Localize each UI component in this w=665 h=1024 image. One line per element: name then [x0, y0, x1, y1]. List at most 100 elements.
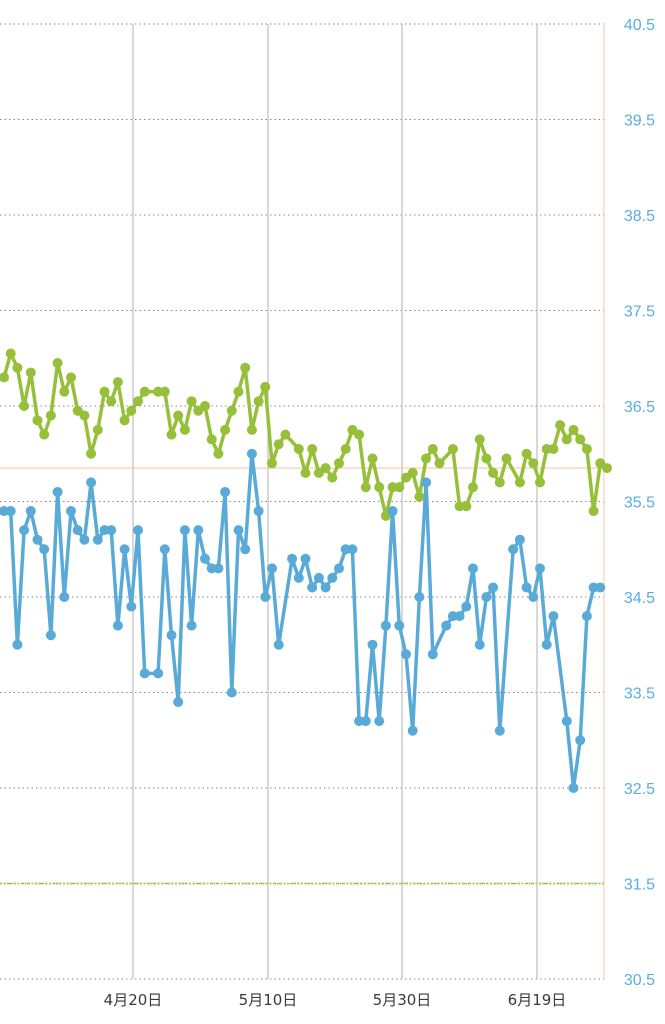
- data-point: [327, 572, 338, 583]
- data-point: [374, 716, 385, 727]
- data-point: [5, 506, 16, 517]
- data-point: [72, 525, 83, 536]
- data-point: [173, 697, 184, 708]
- data-point: [575, 434, 586, 445]
- data-point: [246, 448, 257, 459]
- data-point: [508, 544, 519, 555]
- data-point: [186, 620, 197, 631]
- data-point: [293, 443, 304, 454]
- data-point: [173, 410, 184, 421]
- data-point: [548, 611, 559, 622]
- y-tick-label: 34.5: [624, 590, 655, 607]
- x-tick-label: 6月19日: [508, 991, 567, 1009]
- y-tick-label: 33.5: [624, 686, 655, 703]
- data-point: [454, 611, 465, 622]
- vertical-gridlines: [132, 24, 538, 979]
- data-point: [186, 396, 197, 407]
- data-point: [287, 553, 298, 564]
- y-tick-label: 40.5: [624, 17, 655, 34]
- data-point: [367, 453, 378, 464]
- data-point: [92, 424, 103, 435]
- data-point: [354, 429, 365, 440]
- x-tick-label: 5月30日: [373, 991, 432, 1009]
- data-point: [66, 372, 76, 383]
- data-point: [313, 572, 324, 583]
- data-point: [267, 458, 277, 469]
- data-point: [59, 592, 70, 602]
- data-point: [0, 372, 9, 383]
- data-point: [581, 611, 592, 622]
- y-tick-label: 35.5: [624, 495, 655, 512]
- data-point: [226, 405, 237, 416]
- y-tick-label: 31.5: [624, 877, 655, 894]
- data-point: [5, 348, 16, 359]
- data-point: [25, 367, 36, 378]
- data-point: [79, 534, 90, 545]
- data-point: [59, 386, 70, 397]
- data-point: [414, 592, 425, 602]
- data-point: [494, 477, 505, 488]
- data-point: [360, 716, 371, 727]
- data-point: [300, 467, 311, 478]
- x-tick-label: 5月10日: [239, 991, 298, 1009]
- data-point: [407, 467, 418, 478]
- data-point: [133, 396, 143, 407]
- data-point: [52, 358, 63, 369]
- data-point: [45, 630, 56, 641]
- data-point: [200, 553, 210, 564]
- data-point: [52, 486, 63, 497]
- y-tick-label: 30.5: [624, 972, 655, 989]
- data-point: [394, 620, 405, 631]
- series-group: [0, 348, 612, 793]
- data-point: [501, 453, 512, 464]
- data-point: [220, 424, 231, 435]
- data-point: [561, 434, 572, 445]
- data-point: [307, 582, 318, 593]
- data-point: [394, 482, 405, 493]
- data-point: [561, 716, 572, 727]
- data-point: [401, 649, 411, 660]
- data-point: [521, 448, 532, 459]
- data-point: [427, 443, 438, 454]
- data-point: [12, 639, 23, 650]
- data-point: [421, 453, 432, 464]
- data-point: [541, 639, 552, 650]
- data-point: [66, 506, 76, 517]
- data-point: [421, 477, 432, 488]
- data-point: [25, 506, 36, 517]
- data-point: [179, 525, 190, 536]
- data-point: [200, 401, 210, 411]
- data-point: [340, 443, 351, 454]
- data-point: [39, 544, 50, 555]
- data-point: [166, 429, 177, 440]
- data-point: [267, 563, 277, 574]
- data-point: [461, 501, 472, 512]
- data-point: [535, 477, 545, 488]
- data-point: [233, 386, 244, 397]
- data-point: [193, 525, 204, 536]
- data-point: [441, 620, 452, 631]
- data-point: [233, 525, 244, 536]
- data-point: [19, 401, 30, 411]
- data-point: [461, 601, 472, 612]
- data-point: [119, 415, 130, 426]
- data-point: [568, 424, 579, 435]
- data-point: [12, 362, 23, 373]
- data-point: [139, 668, 150, 679]
- data-point: [253, 396, 264, 407]
- data-point: [307, 443, 318, 454]
- data-point: [468, 563, 478, 574]
- data-point: [112, 377, 123, 388]
- data-point: [434, 458, 445, 469]
- data-point: [595, 582, 606, 593]
- y-tick-label: 32.5: [624, 781, 655, 798]
- data-point: [334, 563, 344, 574]
- data-point: [45, 410, 56, 421]
- data-point: [213, 563, 224, 574]
- data-point: [374, 482, 385, 493]
- data-point: [488, 467, 499, 478]
- data-point: [166, 630, 177, 641]
- y-tick-label: 37.5: [624, 304, 655, 321]
- data-point: [99, 386, 110, 397]
- data-point: [581, 443, 592, 454]
